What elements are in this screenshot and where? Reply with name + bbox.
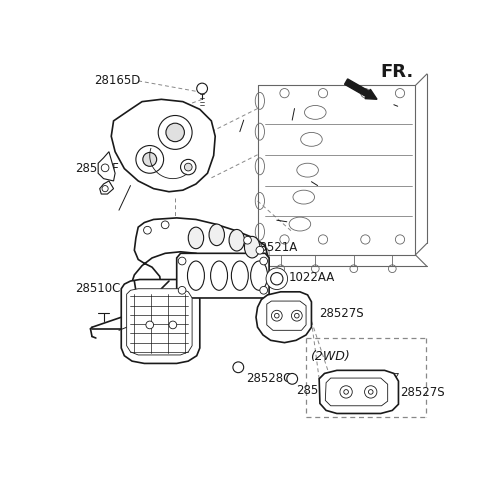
Circle shape [396, 88, 405, 98]
Ellipse shape [304, 106, 326, 120]
Circle shape [344, 390, 348, 394]
Circle shape [143, 153, 156, 166]
Circle shape [340, 386, 352, 398]
Circle shape [144, 226, 151, 234]
Polygon shape [325, 378, 388, 406]
Text: 28528C: 28528C [246, 372, 291, 385]
Polygon shape [319, 373, 398, 381]
Circle shape [280, 235, 289, 244]
Circle shape [101, 164, 109, 172]
Circle shape [275, 313, 279, 318]
Circle shape [233, 362, 244, 372]
Ellipse shape [297, 163, 318, 177]
Circle shape [256, 247, 264, 254]
Polygon shape [127, 288, 192, 355]
Circle shape [266, 268, 288, 289]
Text: 28521A: 28521A [252, 242, 298, 254]
Ellipse shape [251, 261, 267, 290]
Circle shape [369, 390, 373, 394]
Ellipse shape [255, 193, 264, 209]
Text: 1022AA: 1022AA [288, 271, 335, 284]
Circle shape [102, 186, 108, 192]
Ellipse shape [300, 132, 322, 146]
FancyArrow shape [345, 79, 377, 99]
Ellipse shape [255, 158, 264, 175]
Ellipse shape [231, 261, 248, 290]
Circle shape [350, 265, 358, 273]
Circle shape [166, 123, 184, 142]
Text: (2WD): (2WD) [310, 350, 349, 364]
Polygon shape [100, 181, 114, 194]
Circle shape [197, 83, 207, 94]
Text: 28527S: 28527S [319, 307, 364, 320]
Circle shape [158, 116, 192, 149]
Ellipse shape [289, 217, 311, 231]
Ellipse shape [188, 261, 204, 290]
Polygon shape [258, 240, 269, 266]
Circle shape [287, 373, 298, 384]
Circle shape [136, 146, 164, 173]
Circle shape [178, 287, 186, 294]
Circle shape [271, 310, 282, 321]
Circle shape [169, 321, 177, 329]
Text: 28525F: 28525F [75, 162, 119, 175]
Ellipse shape [255, 223, 264, 240]
Circle shape [361, 235, 370, 244]
Polygon shape [256, 292, 312, 343]
Polygon shape [131, 218, 267, 310]
Polygon shape [177, 253, 269, 298]
Circle shape [260, 287, 267, 294]
Polygon shape [111, 99, 215, 192]
Circle shape [277, 265, 285, 273]
Circle shape [184, 163, 192, 171]
Polygon shape [319, 370, 398, 413]
Ellipse shape [255, 92, 264, 109]
Circle shape [365, 386, 377, 398]
Polygon shape [98, 152, 115, 181]
Ellipse shape [211, 261, 228, 290]
Ellipse shape [244, 237, 260, 258]
Circle shape [280, 88, 289, 98]
Ellipse shape [255, 123, 264, 140]
Ellipse shape [209, 224, 225, 246]
Ellipse shape [229, 229, 244, 251]
Circle shape [318, 88, 328, 98]
Circle shape [161, 221, 169, 229]
Polygon shape [121, 280, 200, 364]
Circle shape [260, 257, 267, 265]
Circle shape [396, 235, 405, 244]
Text: 28527S: 28527S [400, 386, 444, 399]
Text: FR.: FR. [381, 63, 414, 81]
Text: 28510C: 28510C [75, 282, 120, 295]
Circle shape [312, 265, 319, 273]
Circle shape [180, 160, 196, 175]
Circle shape [291, 310, 302, 321]
Text: 28165D: 28165D [94, 74, 141, 87]
Circle shape [146, 321, 154, 329]
Circle shape [244, 237, 252, 244]
Circle shape [318, 235, 328, 244]
Ellipse shape [188, 227, 204, 248]
Polygon shape [267, 301, 306, 330]
Circle shape [178, 257, 186, 265]
Text: 28528D: 28528D [296, 384, 342, 397]
Circle shape [271, 273, 283, 285]
Circle shape [295, 313, 299, 318]
Ellipse shape [293, 190, 314, 204]
Circle shape [361, 88, 370, 98]
Circle shape [388, 265, 396, 273]
